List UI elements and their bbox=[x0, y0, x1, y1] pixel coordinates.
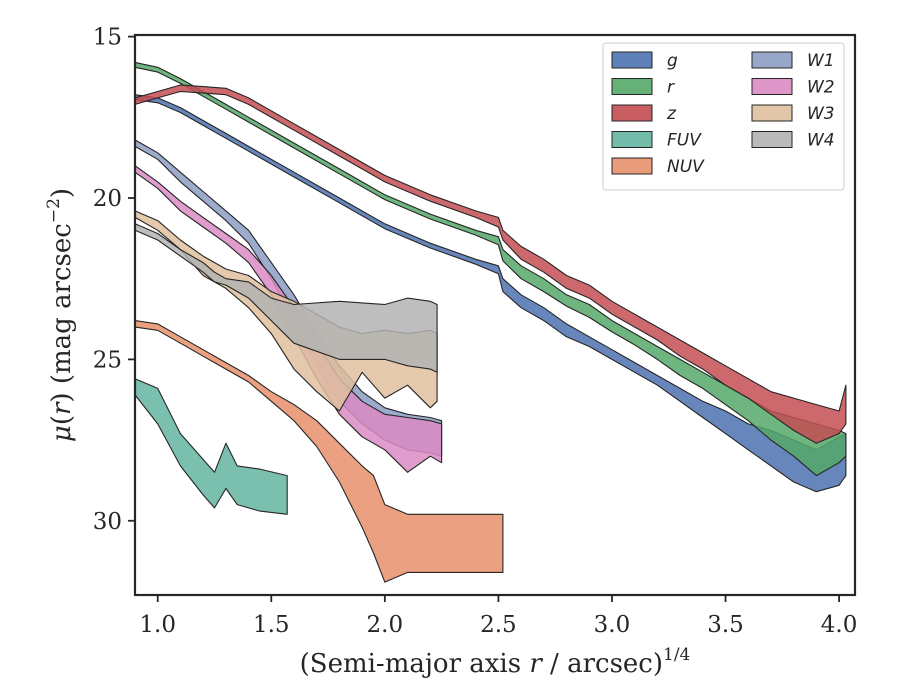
x-tick-label: 1.5 bbox=[253, 612, 290, 638]
x-tick-label: 3.0 bbox=[594, 612, 631, 638]
legend-label-z: z bbox=[666, 104, 677, 124]
legend-swatch-nuv bbox=[611, 157, 653, 175]
x-tick-label: 4.0 bbox=[821, 612, 858, 638]
legend-swatch-w2 bbox=[751, 78, 793, 95]
x-tick-label: 1.0 bbox=[139, 612, 176, 638]
band-g bbox=[134, 94, 847, 493]
legend-swatch-fuv bbox=[611, 131, 653, 148]
plot-frame bbox=[133, 33, 857, 597]
legend-label-w2: W2 bbox=[807, 78, 835, 98]
legend-label-w4: W4 bbox=[807, 131, 835, 151]
legend-label-g: g bbox=[667, 51, 678, 71]
legend-swatch-w4 bbox=[751, 131, 793, 148]
profile-bands bbox=[134, 61, 847, 583]
legend-swatch-w3 bbox=[751, 104, 793, 122]
y-tick-label: 25 bbox=[93, 347, 122, 373]
band-nuv bbox=[134, 320, 504, 583]
band-w4 bbox=[134, 223, 438, 373]
x-tick-label: 3.5 bbox=[707, 612, 744, 638]
x-axis-ticks: 1.0 1.5 2.0 2.5 3.0 3.5 4.0 bbox=[139, 595, 857, 638]
legend: grz FUV NUV W1 W2 W3 W4 bbox=[602, 42, 845, 191]
y-tick-label: 30 bbox=[93, 509, 122, 535]
legend-label-w3: W3 bbox=[807, 104, 835, 124]
y-axis-label: μ(r) (mag arcsec−2) bbox=[44, 188, 77, 442]
legend-label-fuv: FUV bbox=[667, 131, 702, 151]
legend-swatch-w1 bbox=[751, 51, 793, 69]
y-tick-label: 20 bbox=[93, 186, 122, 212]
band-r bbox=[134, 61, 847, 477]
legend-label-w1: W1 bbox=[807, 51, 835, 71]
y-axis-ticks: 15 20 25 30 bbox=[93, 25, 135, 535]
legend-swatch-g bbox=[611, 51, 653, 69]
legend-label-r: r bbox=[667, 78, 675, 98]
legend-swatch-z bbox=[611, 104, 653, 122]
band-z bbox=[134, 84, 847, 444]
band-fuv bbox=[134, 378, 288, 515]
x-axis-label: (Semi-major axis r / arcsec)1/4 bbox=[300, 645, 691, 679]
legend-swatch-r bbox=[611, 78, 653, 95]
x-tick-label: 2.0 bbox=[367, 612, 404, 638]
x-tick-label: 2.5 bbox=[480, 612, 517, 638]
y-tick-label: 15 bbox=[93, 25, 122, 51]
legend-label-nuv: NUV bbox=[667, 157, 705, 177]
